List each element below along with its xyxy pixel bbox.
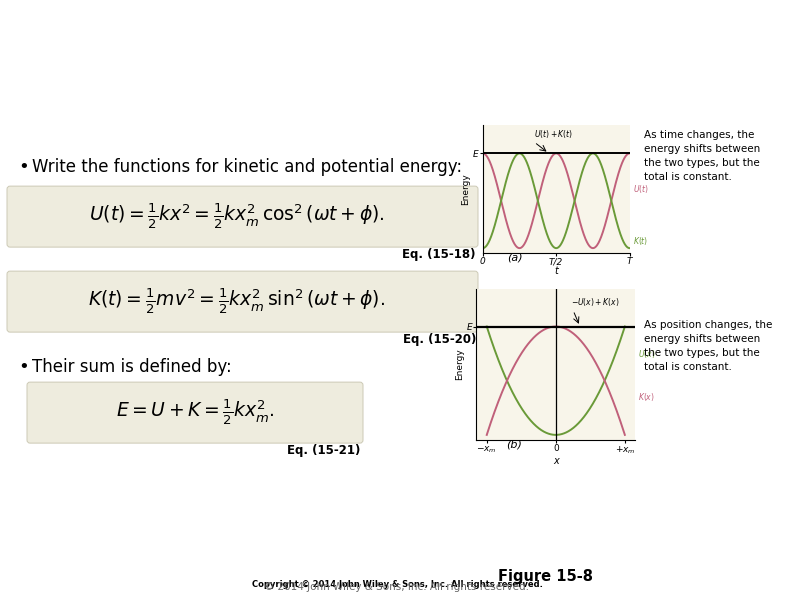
Text: 15-2  Energy in Simple Harmonic Motion: 15-2 Energy in Simple Harmonic Motion <box>22 46 559 70</box>
Text: $K(x)$: $K(x)$ <box>638 391 655 403</box>
Text: Copyright © 2014 John Wiley & Sons, Inc. All rights reserved.: Copyright © 2014 John Wiley & Sons, Inc.… <box>252 580 542 589</box>
Text: As time changes, the
energy shifts between
the two types, but the
total is const: As time changes, the energy shifts betwe… <box>645 130 761 181</box>
Text: (b): (b) <box>507 440 522 449</box>
Y-axis label: Energy: Energy <box>461 173 470 205</box>
Text: $U(t)$: $U(t)$ <box>633 183 649 195</box>
Text: Eq. (15-18): Eq. (15-18) <box>403 248 476 261</box>
Text: As position changes, the
energy shifts between
the two types, but the
total is c: As position changes, the energy shifts b… <box>645 320 773 372</box>
Text: WILEY: WILEY <box>696 15 774 35</box>
X-axis label: t: t <box>554 266 558 276</box>
Text: $U(x)$: $U(x)$ <box>638 347 656 359</box>
Text: $U(t) + K(t)$: $U(t) + K(t)$ <box>534 128 573 140</box>
Text: $K(t) = \frac{1}{2}mv^2 = \frac{1}{2}kx_m^2\,\sin^2(\omega t + \phi).$: $K(t) = \frac{1}{2}mv^2 = \frac{1}{2}kx_… <box>88 287 386 317</box>
Text: $U(t) = \frac{1}{2}kx^2 = \frac{1}{2}kx_m^2\,\cos^2(\omega t + \phi).$: $U(t) = \frac{1}{2}kx^2 = \frac{1}{2}kx_… <box>89 202 385 231</box>
Text: $E = U + K = \frac{1}{2}kx_m^2.$: $E = U + K = \frac{1}{2}kx_m^2.$ <box>116 398 275 427</box>
Text: •: • <box>18 158 29 176</box>
Text: (a): (a) <box>507 253 522 262</box>
FancyBboxPatch shape <box>27 382 363 443</box>
FancyBboxPatch shape <box>7 271 478 332</box>
Text: Eq. (15-21): Eq. (15-21) <box>287 444 360 457</box>
Text: $-U(x) + K(x)$: $-U(x) + K(x)$ <box>571 296 619 308</box>
Text: Their sum is defined by:: Their sum is defined by: <box>32 358 232 376</box>
Y-axis label: Energy: Energy <box>455 349 464 380</box>
X-axis label: x: x <box>553 456 559 466</box>
Text: Figure 15-8: Figure 15-8 <box>498 569 592 584</box>
Text: Eq. (15-20): Eq. (15-20) <box>403 333 476 346</box>
Text: Write the functions for kinetic and potential energy:: Write the functions for kinetic and pote… <box>32 158 462 176</box>
FancyBboxPatch shape <box>7 186 478 247</box>
Text: $K(t)$: $K(t)$ <box>633 234 648 246</box>
Text: •: • <box>18 358 29 376</box>
Text: © 2014 John Wiley & Sons, Inc. All rights reserved.: © 2014 John Wiley & Sons, Inc. All right… <box>264 583 530 592</box>
